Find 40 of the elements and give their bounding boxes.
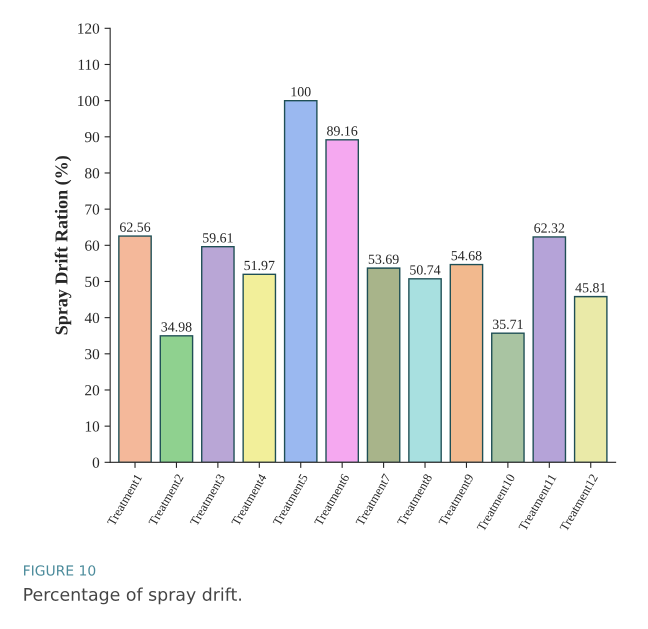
y-tick-label: 80	[85, 168, 100, 178]
bar	[450, 264, 484, 462]
bar	[366, 267, 400, 462]
bar	[574, 296, 608, 462]
data-label: 100	[292, 87, 311, 96]
bar	[491, 332, 525, 462]
y-tick-label: 40	[84, 312, 100, 324]
data-label: 45.81	[575, 283, 606, 292]
y-tick-label: 60	[85, 240, 100, 251]
y-tick-label: 20	[85, 385, 100, 396]
bar	[118, 235, 152, 462]
y-tick-label: 50	[85, 276, 100, 287]
data-label: 34.98	[161, 322, 192, 332]
data-label: 35.71	[492, 320, 523, 330]
y-tick-label: 120	[78, 23, 100, 34]
data-label: 62.32	[534, 223, 564, 233]
y-axis-title: Spray Drift Ration (%)	[54, 156, 72, 334]
y-tick-label: 10	[86, 421, 100, 432]
bar	[201, 246, 235, 462]
data-label: 54.68	[452, 250, 482, 260]
data-label: 53.69	[368, 254, 399, 264]
data-label: 62.56	[120, 222, 150, 232]
bar	[325, 139, 360, 462]
y-tick-label: 110	[78, 60, 100, 70]
bar	[242, 274, 276, 462]
y-tick-label: 30	[85, 348, 100, 360]
bar	[284, 100, 318, 462]
bar	[532, 236, 566, 462]
data-label: 50.74	[410, 265, 440, 275]
y-tick-label: 0	[92, 457, 100, 468]
data-label: 89.16	[327, 126, 358, 136]
y-tick-label: 70	[85, 204, 100, 215]
caption: FIGURE 10	[24, 565, 96, 576]
y-tick-label: 100	[78, 96, 100, 106]
bar	[408, 278, 442, 462]
text: Percentage of spray drift.	[24, 588, 241, 604]
data-label: 51.97	[244, 260, 275, 270]
data-label: 59.61	[203, 233, 233, 243]
y-tick-label: 90	[84, 132, 100, 142]
bar	[160, 335, 194, 462]
